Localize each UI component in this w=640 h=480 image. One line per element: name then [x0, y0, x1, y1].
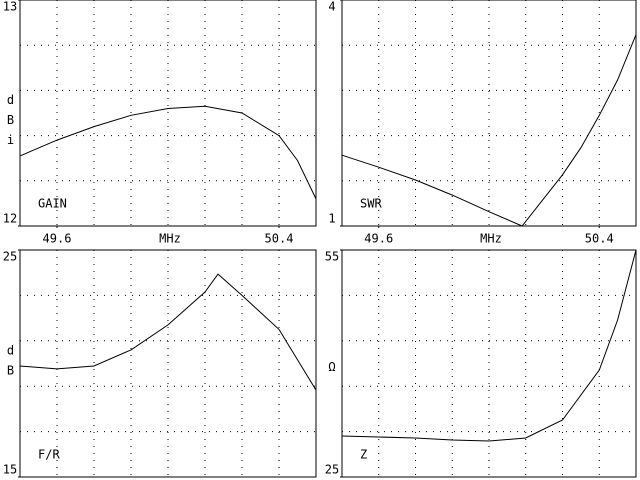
- y-tick-label: 4: [328, 0, 335, 14]
- series-label: F/R: [38, 448, 60, 462]
- y-tick-label: 15: [3, 463, 17, 477]
- plot-frame: [341, 249, 637, 478]
- y-tick-label: 55: [325, 250, 339, 264]
- line: [19, 273, 317, 391]
- plot-frame: [341, 0, 637, 227]
- x-tick-label: 50.4: [585, 232, 614, 246]
- x-tick-label: 49.6: [43, 232, 72, 246]
- plot-frame: [19, 249, 317, 478]
- y-axis-label: dBi: [4, 93, 18, 153]
- y-tick-label: 25: [3, 250, 17, 264]
- plot-frame: [19, 0, 317, 227]
- x-axis-label: MHz: [480, 232, 502, 246]
- line: [19, 105, 317, 200]
- x-tick-label: 49.6: [364, 232, 393, 246]
- y-tick-label: 1: [328, 212, 335, 226]
- y-tick-label: 12: [3, 212, 17, 226]
- series-label: Z: [360, 448, 367, 462]
- line: [341, 249, 637, 442]
- x-axis-label: MHz: [159, 232, 181, 246]
- y-tick-label: 25: [325, 463, 339, 477]
- series-label: SWR: [360, 197, 382, 211]
- y-axis-label: Ω: [328, 360, 335, 374]
- line: [341, 34, 637, 227]
- x-tick-label: 50.4: [265, 232, 294, 246]
- series-label: GAIN: [38, 197, 67, 211]
- y-axis-label: dB: [4, 344, 18, 384]
- y-tick-label: 13: [3, 0, 17, 14]
